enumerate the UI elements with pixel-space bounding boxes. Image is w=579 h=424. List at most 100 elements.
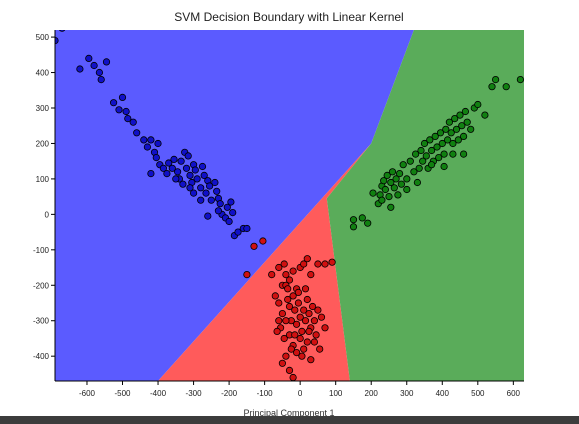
point-green: [395, 170, 404, 178]
x-tick-label: 200: [365, 389, 379, 398]
point-green: [385, 193, 393, 201]
point-red: [292, 348, 301, 357]
point-green: [433, 143, 441, 151]
point-red: [303, 338, 311, 346]
point-red: [271, 292, 279, 300]
point-green: [438, 139, 446, 148]
point-red: [280, 260, 288, 268]
point-green: [431, 132, 439, 140]
x-tick-label: 600: [507, 389, 521, 398]
x-tick-label: -500: [114, 389, 131, 398]
point-green: [349, 216, 358, 224]
point-green: [417, 146, 425, 155]
point-blue: [140, 136, 148, 144]
point-blue: [197, 184, 205, 192]
point-blue: [204, 212, 212, 220]
point-blue: [198, 162, 207, 171]
point-red: [273, 327, 281, 335]
point-green: [381, 185, 389, 194]
decision-regions: [55, 30, 524, 381]
point-red: [307, 270, 315, 279]
point-blue: [234, 228, 242, 236]
point-red: [301, 285, 310, 293]
point-red: [275, 263, 283, 272]
point-green: [387, 203, 395, 211]
x-tick-label: 0: [298, 389, 303, 398]
point-green: [427, 161, 436, 169]
point-red: [300, 260, 308, 268]
point-blue: [124, 115, 132, 123]
point-green: [403, 185, 411, 194]
point-green: [380, 177, 388, 185]
point-red: [296, 313, 304, 321]
x-tick-label: 300: [400, 389, 414, 398]
point-green: [413, 178, 421, 187]
point-blue: [225, 217, 233, 226]
point-green: [449, 150, 457, 158]
x-tick-label: -200: [221, 389, 238, 398]
point-green: [449, 139, 457, 148]
point-green: [458, 122, 466, 130]
point-red: [289, 267, 297, 275]
x-tick-label: 500: [471, 389, 485, 398]
point-red: [316, 345, 324, 353]
point-blue: [122, 107, 130, 116]
point-green: [488, 83, 496, 91]
point-blue: [193, 175, 201, 183]
region-blue: [55, 30, 414, 381]
point-blue: [177, 157, 185, 165]
point-blue: [147, 136, 155, 144]
point-green: [463, 118, 471, 126]
data-points: [55, 30, 524, 381]
point-red: [284, 295, 292, 304]
point-red: [284, 285, 292, 293]
point-blue: [110, 99, 118, 107]
point-blue: [129, 118, 137, 126]
point-red: [285, 276, 294, 284]
point-green: [422, 152, 430, 160]
point-green: [390, 184, 398, 192]
point-blue: [216, 200, 224, 208]
point-green: [443, 136, 452, 144]
point-green: [383, 171, 391, 179]
point-blue: [85, 54, 93, 63]
point-green: [403, 175, 411, 183]
x-tick-label: -300: [186, 389, 203, 398]
y-tick-label: 100: [36, 175, 50, 184]
point-blue: [184, 152, 192, 160]
point-red: [312, 331, 320, 339]
bottom-bar: [0, 416, 579, 424]
point-blue: [170, 155, 178, 163]
point-red: [294, 288, 302, 296]
point-red: [268, 270, 276, 279]
point-blue: [243, 224, 251, 233]
point-green: [406, 157, 414, 165]
point-blue: [211, 178, 219, 187]
point-blue: [182, 164, 191, 172]
point-red: [321, 324, 329, 332]
point-blue: [163, 170, 171, 178]
point-green: [445, 118, 453, 126]
point-red: [298, 327, 306, 335]
point-red: [243, 270, 251, 279]
axes: -600 -500 -400 -300 -200 -100 0 100 200 300 400 500…: [33, 30, 524, 398]
point-green: [410, 168, 418, 176]
point-green: [364, 219, 372, 227]
point-blue: [186, 184, 194, 192]
x-tick-label: 100: [329, 389, 343, 398]
point-green: [435, 154, 443, 162]
point-green: [459, 150, 468, 158]
point-red: [308, 302, 317, 311]
point-red: [305, 327, 313, 335]
point-blue: [118, 93, 127, 102]
point-red: [259, 237, 267, 245]
point-red: [301, 317, 310, 325]
point-blue: [147, 170, 155, 178]
point-red: [303, 295, 311, 304]
point-red: [307, 356, 315, 364]
point-blue: [76, 65, 84, 73]
point-blue: [186, 171, 194, 179]
point-green: [440, 162, 448, 171]
point-green: [516, 76, 524, 84]
point-green: [358, 214, 366, 222]
